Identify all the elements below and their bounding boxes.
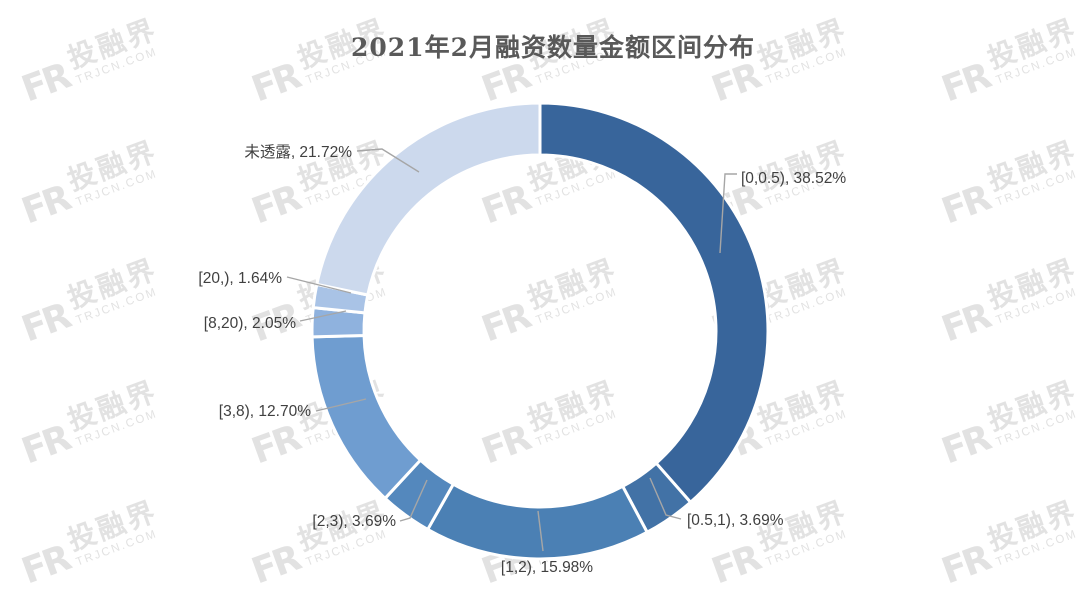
- donut-slice-7: [315, 101, 542, 297]
- slice-label-3: [2,3), 3.69%: [312, 513, 396, 530]
- donut-slice-0: [538, 101, 770, 504]
- slice-label-1: [0.5,1), 3.69%: [687, 512, 784, 529]
- leader-line-2: [537, 510, 544, 552]
- donut-slice-2: [426, 482, 649, 561]
- slice-label-4: [3,8), 12.70%: [219, 403, 311, 420]
- leader-line-0: [719, 173, 737, 254]
- slice-label-0: [0,0.5), 38.52%: [741, 170, 846, 187]
- leader-line-5: [299, 310, 347, 322]
- leader-line-6: [286, 276, 352, 294]
- leader-line-1: [649, 477, 682, 520]
- leader-line-4: [315, 398, 367, 412]
- leader-line-7: [356, 148, 420, 173]
- slice-label-6: [20,), 1.64%: [198, 270, 282, 287]
- chart-title: 2021年2月融资数量金额区间分布: [351, 33, 755, 62]
- leader-line-3: [399, 479, 428, 522]
- slice-label-2: [1,2), 15.98%: [501, 559, 593, 576]
- donut-slice-4: [310, 334, 422, 500]
- slice-label-5: [8,20), 2.05%: [204, 315, 296, 332]
- slice-label-7: 未透露, 21.72%: [244, 143, 352, 161]
